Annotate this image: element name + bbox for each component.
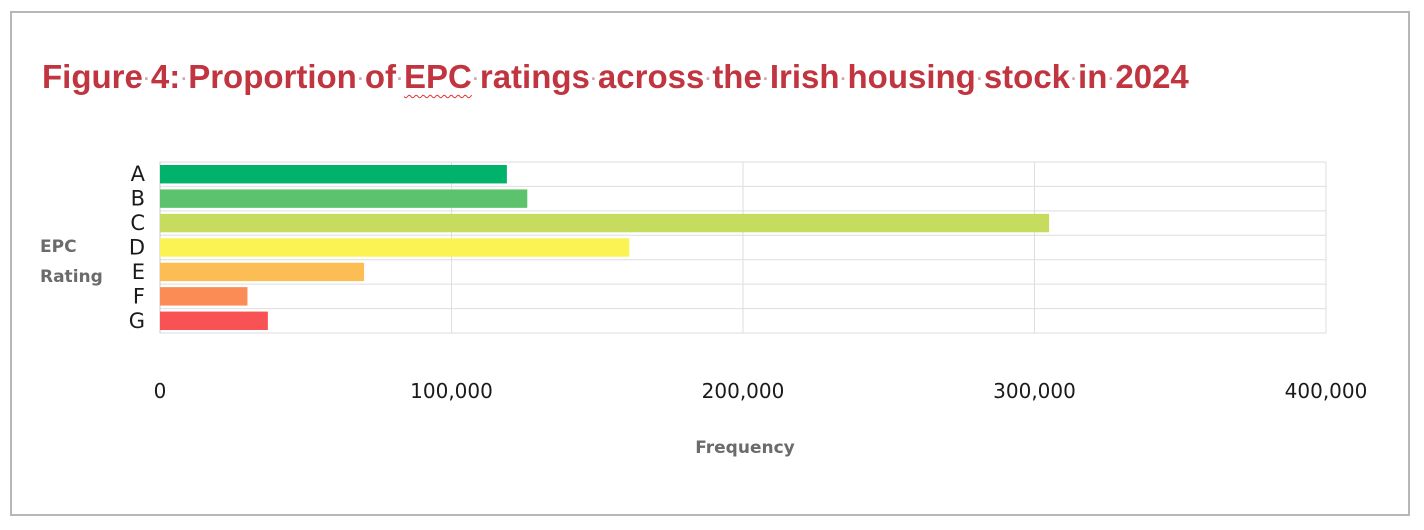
x-tick-label: 400,000: [1285, 379, 1368, 403]
x-axis-title: Frequency: [695, 438, 795, 458]
x-tick-label: 100,000: [410, 379, 493, 403]
title-word: across: [597, 58, 705, 95]
title-word: Proportion: [188, 58, 357, 95]
title-word: stock: [983, 58, 1071, 95]
bar-a: [160, 165, 507, 184]
category-label-g: G: [129, 309, 145, 333]
bars: [160, 165, 1050, 330]
title-word: 4:: [150, 58, 181, 95]
category-label-b: B: [131, 187, 145, 211]
bar-c: [160, 213, 1050, 233]
category-label-d: D: [129, 236, 145, 260]
space-mark: ·: [762, 68, 769, 89]
space-mark: ·: [397, 68, 403, 89]
x-tick-label: 0: [154, 379, 167, 403]
space-mark: ·: [590, 68, 597, 89]
space-mark: ·: [1071, 68, 1078, 89]
title-word: Irish: [769, 58, 840, 95]
grid-lines: [159, 161, 1327, 334]
space-mark: ·: [976, 68, 983, 89]
bar-g: [160, 311, 268, 330]
category-label-f: F: [133, 284, 145, 308]
bar-b: [160, 189, 528, 208]
title-word: 2024: [1115, 58, 1189, 95]
bar-d: [160, 238, 630, 257]
title-word: ratings: [479, 58, 590, 95]
bar-e: [160, 262, 365, 282]
title-word: EPC: [404, 58, 472, 95]
category-label-c: C: [130, 211, 145, 235]
title-word: Figure: [42, 58, 143, 95]
space-mark: ·: [705, 68, 712, 89]
y-axis-title-line-1: EPC: [40, 237, 77, 257]
space-mark: ·: [472, 68, 479, 89]
bar-f: [160, 287, 248, 306]
space-mark: ·: [840, 68, 847, 89]
space-mark: ·: [143, 68, 150, 89]
y-axis-title-line-2: Rating: [40, 267, 103, 287]
title-word: of: [364, 58, 396, 95]
title-word: the: [712, 58, 762, 95]
x-tick-label: 300,000: [993, 379, 1076, 403]
category-label-e: E: [132, 260, 145, 284]
title-word: housing: [847, 58, 976, 95]
space-mark: ·: [357, 68, 364, 89]
x-tick-label: 200,000: [702, 379, 785, 403]
x-tick-labels: 0 100,000 200,000 300,000 400,000: [154, 379, 1368, 403]
category-label-a: A: [131, 162, 146, 186]
space-mark: ·: [181, 68, 188, 89]
figure-title: Figure·4:·Proportion·of·EPC·ratings·acro…: [42, 58, 1189, 96]
title-word: in: [1078, 58, 1108, 95]
space-mark: ·: [1108, 68, 1115, 89]
